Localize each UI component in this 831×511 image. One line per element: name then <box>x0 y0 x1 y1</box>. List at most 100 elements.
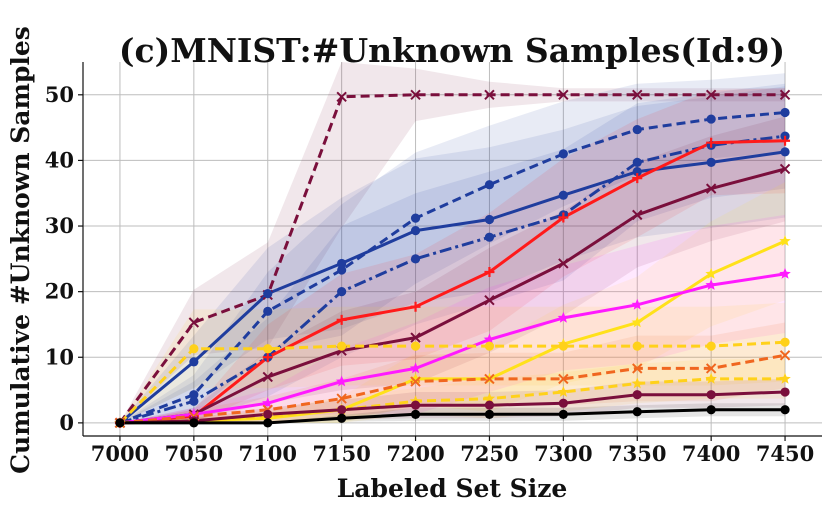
series-11-point <box>483 392 496 404</box>
series-6-point <box>410 332 421 343</box>
series-3-point <box>337 258 347 269</box>
y-tick-label: 20 <box>45 279 74 304</box>
x-tick-label: 7400 <box>682 441 740 466</box>
series-10-point <box>484 373 495 385</box>
series-12-point <box>337 405 347 415</box>
y-tick-label: 40 <box>45 147 74 172</box>
series-12-point <box>484 400 495 410</box>
series-4-point <box>337 287 347 297</box>
series-7-point <box>409 372 422 384</box>
series-3-point <box>189 357 199 367</box>
series-3-point <box>558 190 568 200</box>
x-tick-label: 7050 <box>165 441 223 466</box>
series-10-point <box>705 363 717 374</box>
series-2-point <box>263 306 273 316</box>
series-8-point <box>631 298 643 310</box>
series-12-point <box>706 390 716 400</box>
series-13-point <box>632 407 642 417</box>
series-7-point <box>705 267 717 279</box>
series-12-point <box>558 398 568 408</box>
series-4-point <box>484 232 495 242</box>
series-line-9 <box>118 340 786 424</box>
series-2-point <box>558 149 568 159</box>
series-line-3 <box>119 150 786 425</box>
series-8-point <box>483 333 496 345</box>
series-1-point <box>410 89 421 101</box>
series-line-12 <box>119 390 786 425</box>
series-2-point <box>484 180 495 190</box>
x-axis-label: Labeled Set Size <box>337 474 568 503</box>
series-8-point <box>705 279 717 290</box>
series-2-point <box>337 265 347 275</box>
series-3-point <box>780 147 790 157</box>
series-13-point <box>189 418 199 428</box>
series-2-point <box>706 114 716 124</box>
series-band-4 <box>120 83 785 423</box>
series-band-1 <box>120 62 785 423</box>
series-10-point <box>632 363 643 374</box>
series-9-point <box>632 341 642 351</box>
series-1-point <box>632 89 643 101</box>
series-5-point <box>632 173 643 184</box>
series-5-point <box>410 301 421 312</box>
series-band-2 <box>120 73 785 423</box>
series-11-point <box>557 386 570 397</box>
series-11-point <box>631 377 643 389</box>
series-3-point <box>263 289 273 299</box>
series-9-point <box>484 341 495 351</box>
series-6-point <box>632 209 643 221</box>
series-9-point <box>189 344 199 354</box>
series-12-point <box>632 390 642 400</box>
series-6-point <box>779 163 791 175</box>
series-1-point <box>188 317 200 328</box>
series-line-4 <box>119 134 786 425</box>
series-line-1 <box>118 93 785 424</box>
series-6-point <box>484 294 495 306</box>
series-9-point <box>263 344 273 354</box>
series-5-point <box>336 314 347 325</box>
series-8-point <box>779 267 791 279</box>
x-tick-label: 7350 <box>608 441 666 466</box>
series-8-point <box>335 375 348 387</box>
series-4-point <box>632 157 642 167</box>
series-10-point <box>779 350 791 361</box>
series-line-7 <box>119 239 786 425</box>
series-lines <box>118 93 786 425</box>
series-1-point <box>705 89 717 101</box>
series-5-point <box>780 135 791 146</box>
series-13-point <box>780 405 790 415</box>
series-band-9 <box>120 302 785 423</box>
series-1-point <box>779 89 791 101</box>
chart-title: (c)MNIST:#Unknown Samples(Id:9) <box>119 31 785 70</box>
x-tick-label: 7150 <box>312 441 370 466</box>
series-3-point <box>410 226 421 236</box>
series-11-point <box>779 372 791 384</box>
series-13-point <box>706 405 716 415</box>
x-tick-label: 7300 <box>534 441 592 466</box>
series-13-point <box>558 409 568 419</box>
series-9-point <box>337 341 347 351</box>
series-9-point <box>410 341 421 351</box>
series-1-point <box>336 91 347 102</box>
series-9-point <box>558 341 568 351</box>
confidence-bands <box>120 62 785 423</box>
series-8-point <box>409 362 422 374</box>
series-1-point <box>484 89 495 101</box>
series-13-point <box>484 409 495 419</box>
series-9-point <box>706 341 716 351</box>
y-tick-label: 30 <box>45 213 74 238</box>
x-tick-label: 7000 <box>91 441 149 466</box>
x-tick-label: 7250 <box>460 441 518 466</box>
series-3-point <box>632 166 642 177</box>
series-11-point <box>705 372 717 384</box>
series-12-point <box>263 409 273 419</box>
series-5-point <box>558 212 569 223</box>
series-2-point <box>780 107 790 118</box>
series-1-point <box>558 89 569 101</box>
series-6-point <box>262 371 273 383</box>
y-tick-label: 50 <box>45 82 74 107</box>
series-8-point <box>557 311 570 323</box>
series-line-8 <box>119 272 786 425</box>
series-line-13 <box>120 408 785 425</box>
